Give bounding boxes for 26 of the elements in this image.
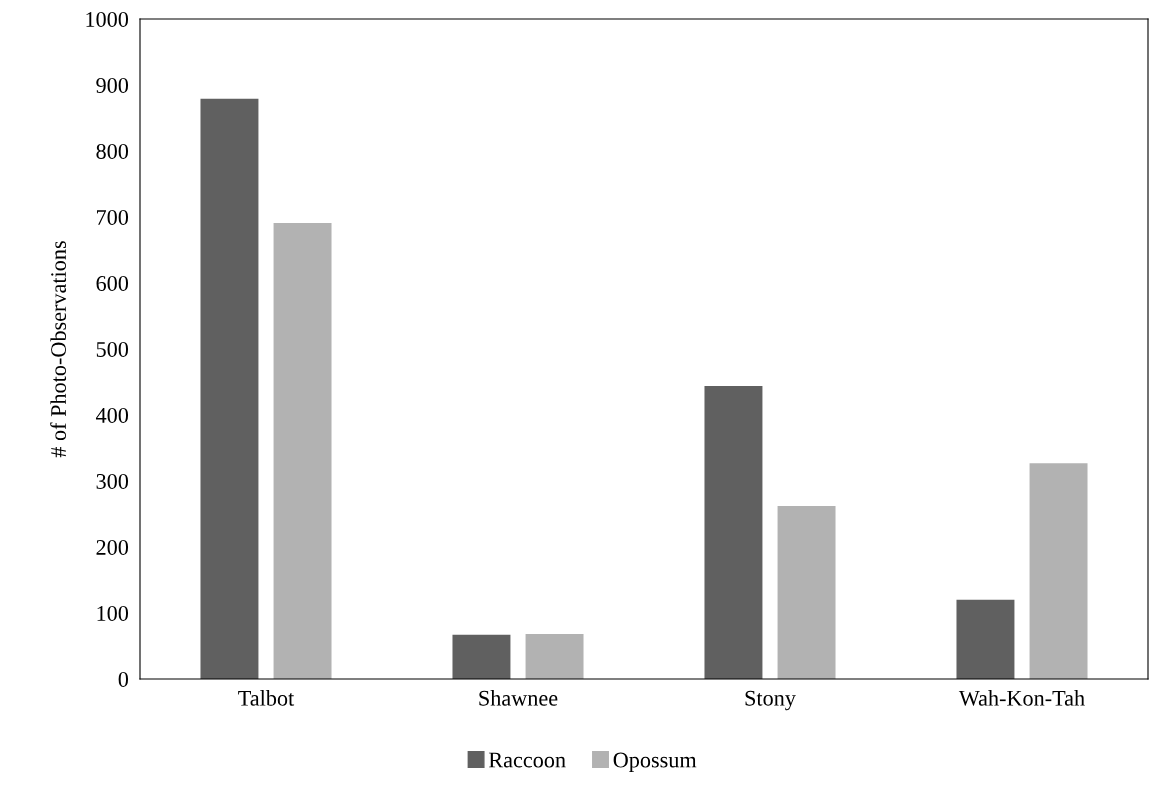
bar bbox=[1029, 463, 1088, 679]
legend-label: Opossum bbox=[613, 752, 697, 773]
bar bbox=[525, 634, 584, 679]
x-tick-label: Shawnee bbox=[479, 690, 558, 706]
y-tick-label: 600 bbox=[96, 275, 129, 291]
legend-label: Raccoon bbox=[488, 752, 566, 768]
bar bbox=[704, 385, 763, 679]
y-tick-label: 300 bbox=[96, 473, 129, 489]
x-tick-label: Stony bbox=[745, 690, 796, 711]
y-tick-label: 200 bbox=[96, 539, 129, 555]
y-tick-label: 500 bbox=[96, 341, 129, 357]
y-tick-label: 100 bbox=[97, 605, 129, 621]
bar bbox=[777, 506, 836, 679]
bar bbox=[200, 98, 259, 679]
y-axis-title: # of Photo-Observations bbox=[50, 241, 67, 458]
y-tick-label: 700 bbox=[97, 209, 129, 225]
bar bbox=[273, 222, 332, 679]
bar bbox=[452, 634, 511, 679]
y-tick-label: 1000 bbox=[86, 11, 129, 27]
y-tick-label: 0 bbox=[118, 671, 129, 687]
y-tick-label: 800 bbox=[96, 143, 129, 159]
bar bbox=[956, 599, 1015, 679]
x-tick-label: Talbot bbox=[238, 690, 295, 706]
y-tick-label: 900 bbox=[96, 77, 129, 93]
y-tick-label: 400 bbox=[95, 407, 129, 423]
x-tick-label: Wah-Kon-Tah bbox=[958, 690, 1085, 706]
